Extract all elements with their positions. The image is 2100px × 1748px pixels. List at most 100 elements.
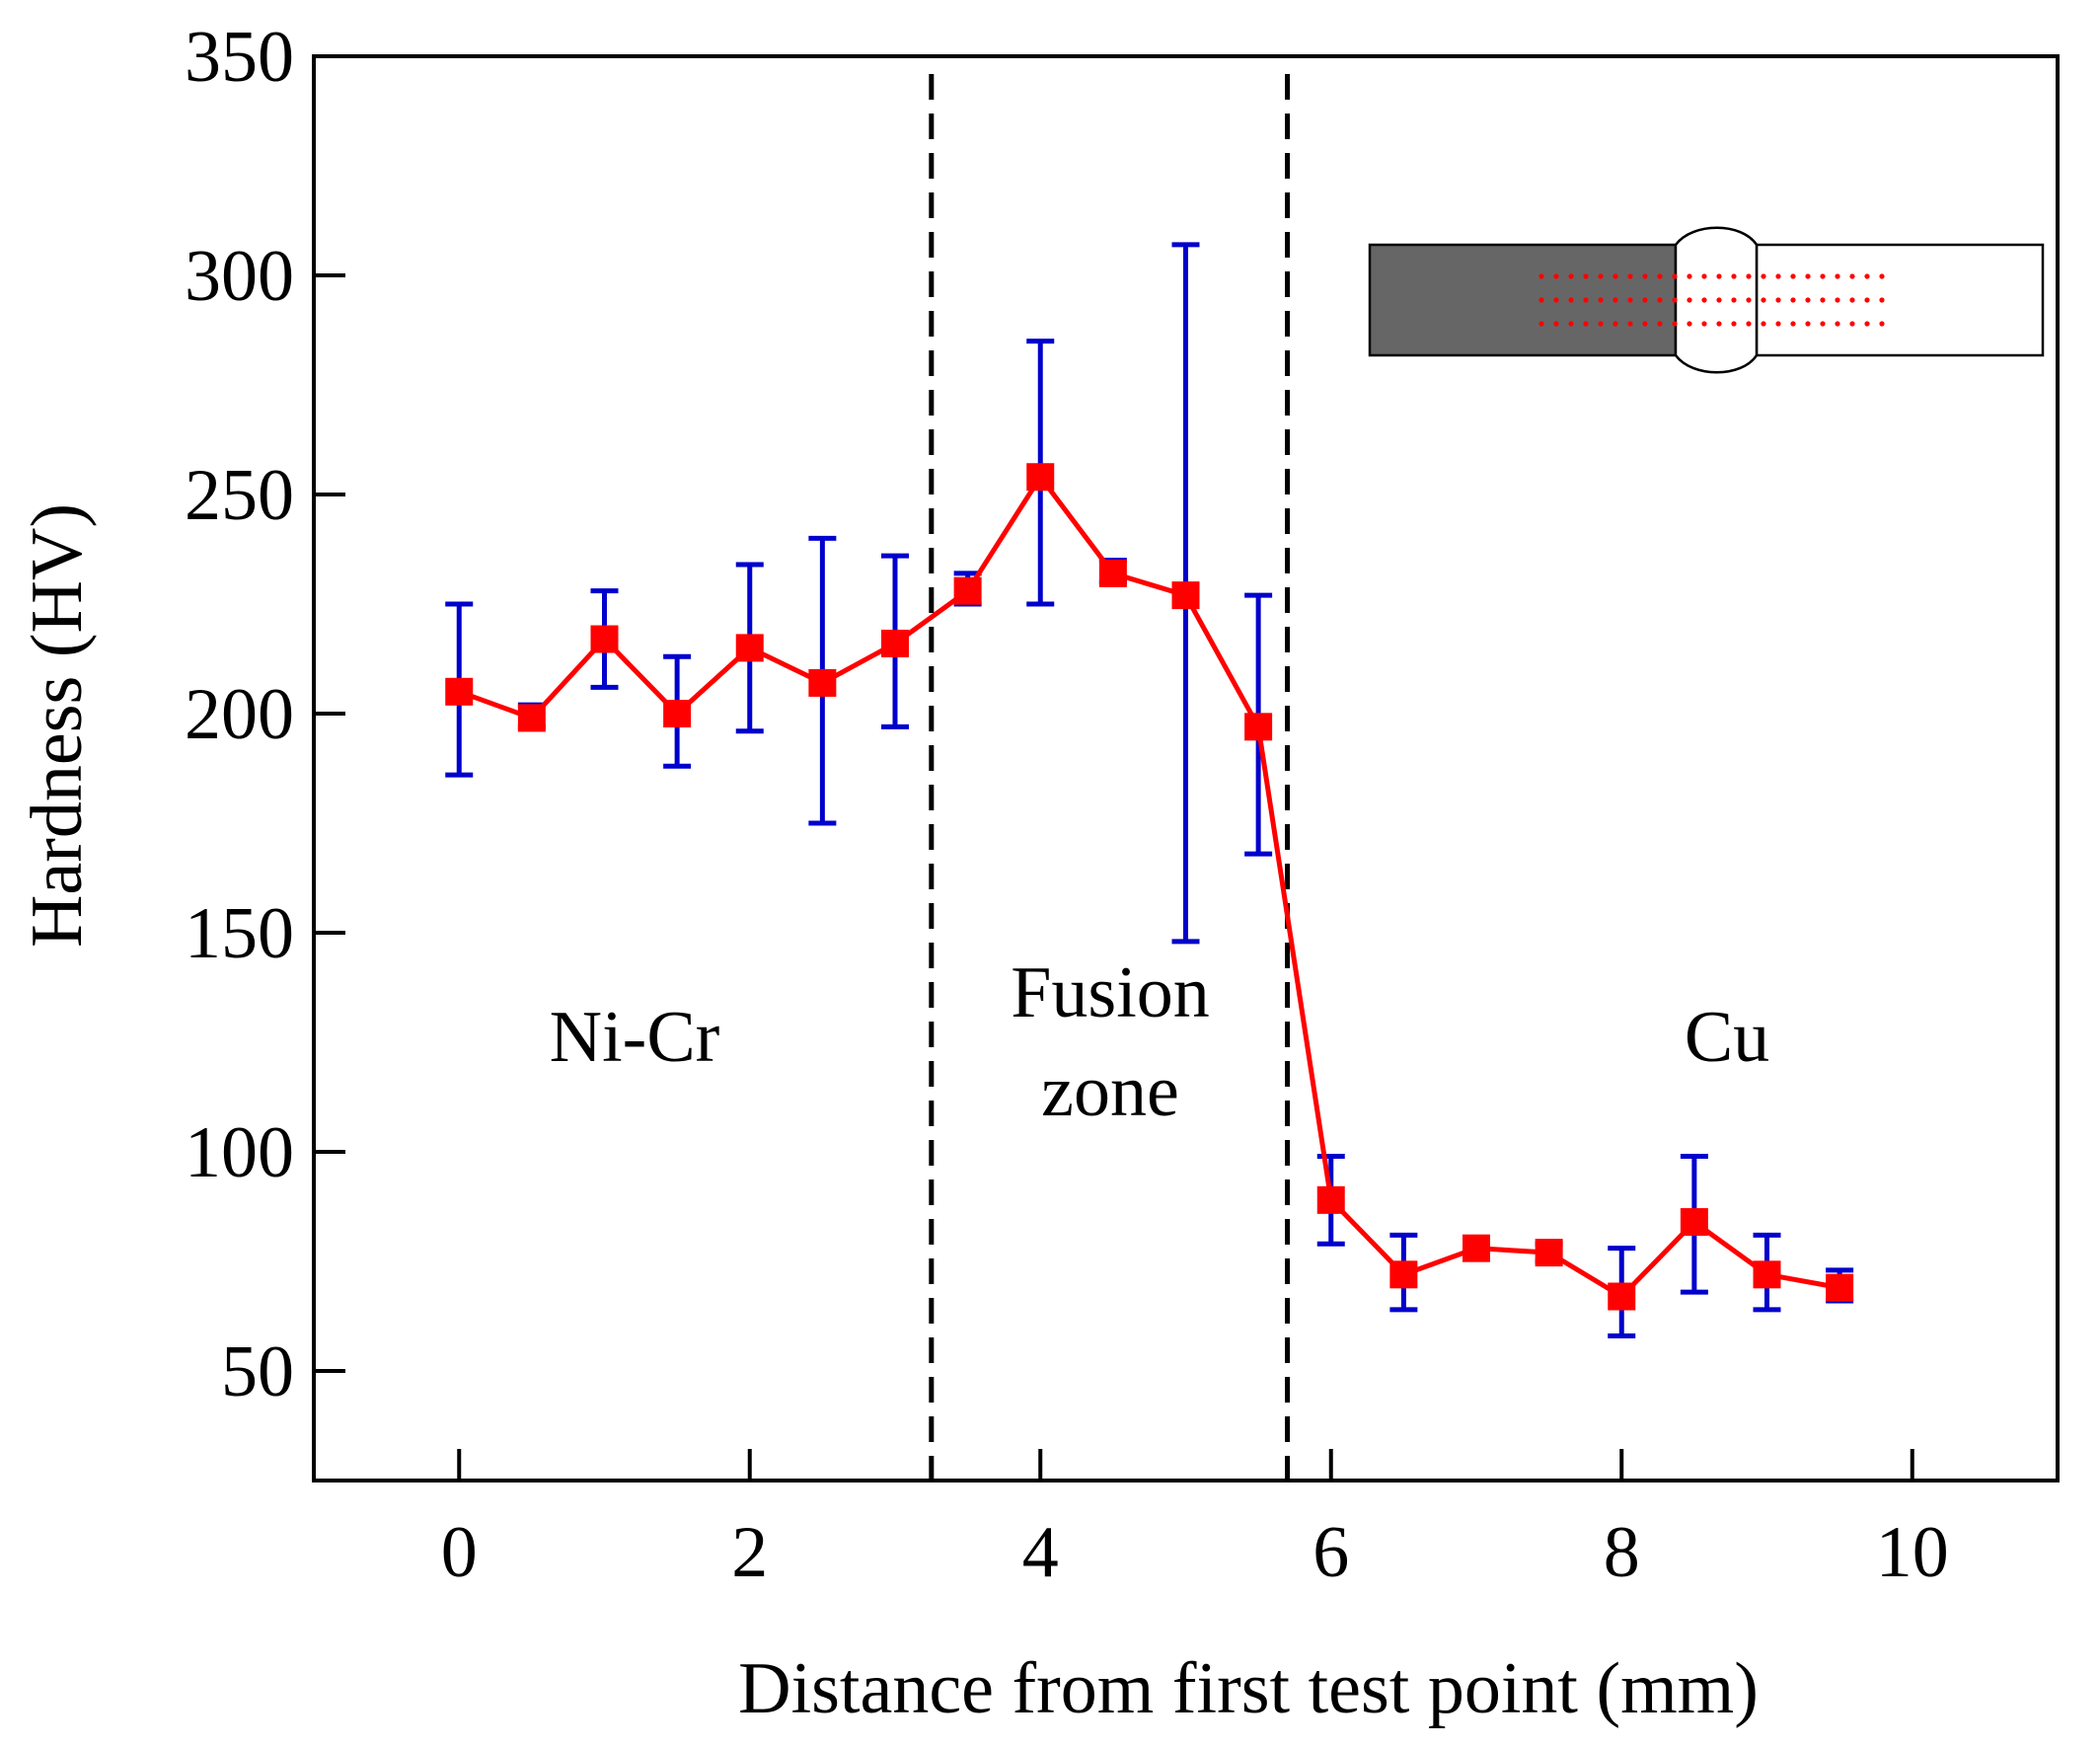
test-dot: [1835, 321, 1840, 327]
test-dot: [1612, 273, 1618, 279]
test-dot: [1701, 321, 1707, 327]
y-tick-label-1: 100: [185, 1112, 294, 1193]
x-tick-labels: 0 2 4 6 8 10: [441, 1512, 1949, 1593]
test-dot: [1627, 321, 1633, 327]
x-tick-label-4: 8: [1604, 1512, 1640, 1593]
data-point-7: [953, 576, 982, 605]
data-point-17: [1680, 1208, 1708, 1237]
test-dot: [1790, 297, 1796, 303]
data-point-15: [1535, 1239, 1563, 1267]
test-dot: [1805, 321, 1811, 327]
test-dot: [1701, 297, 1707, 303]
test-dot: [1805, 297, 1811, 303]
test-dot: [1627, 297, 1633, 303]
specimen-schematic: [1368, 226, 2045, 374]
test-dot: [1879, 273, 1885, 279]
test-dot: [1687, 273, 1692, 279]
test-dot: [1598, 321, 1604, 327]
test-dot: [1746, 273, 1752, 279]
specimen-nicr-bar: [1368, 243, 1678, 357]
test-dot: [1820, 321, 1826, 327]
test-dot: [1627, 273, 1633, 279]
specimen-fusion-nugget: [1674, 226, 1759, 374]
series-line: [458, 472, 1840, 1300]
y-tick-labels: 50 100 150 200 250 300 350: [185, 17, 294, 1412]
test-dot: [1568, 297, 1574, 303]
test-dot: [1746, 321, 1752, 327]
test-dot: [1746, 297, 1752, 303]
data-point-4: [735, 634, 764, 662]
test-dot: [1849, 297, 1855, 303]
test-point-dots: [1538, 273, 1885, 327]
test-dot: [1716, 297, 1722, 303]
x-tick-label-0: 0: [441, 1512, 478, 1593]
data-point-6: [881, 629, 909, 657]
test-dot: [1701, 273, 1707, 279]
test-dot: [1538, 273, 1544, 279]
test-dot: [1731, 297, 1737, 303]
y-tick-label-2: 150: [185, 893, 294, 974]
test-dot: [1805, 273, 1811, 279]
test-dot: [1598, 273, 1604, 279]
test-dot: [1672, 273, 1678, 279]
test-dot: [1538, 321, 1544, 327]
test-dot: [1864, 273, 1870, 279]
test-dot: [1642, 297, 1648, 303]
test-dot: [1835, 297, 1840, 303]
test-dot: [1568, 321, 1574, 327]
data-point-0: [445, 677, 474, 706]
data-point-12: [1316, 1185, 1345, 1214]
y-tick-label-5: 300: [185, 236, 294, 317]
x-tick-label-1: 2: [731, 1512, 768, 1593]
test-dot: [1849, 273, 1855, 279]
test-dot: [1583, 321, 1589, 327]
region-label-fusion-line1: Fusion: [1011, 952, 1210, 1033]
test-dot: [1864, 297, 1870, 303]
test-dot: [1879, 321, 1885, 327]
data-line: [458, 472, 1840, 1300]
region-label-cu: Cu: [1685, 997, 1769, 1078]
data-point-13: [1389, 1260, 1418, 1289]
axis-ticks: [314, 54, 1914, 1481]
region-label-nicr: Ni-Cr: [550, 997, 720, 1078]
test-dot: [1553, 297, 1559, 303]
test-dot: [1642, 273, 1648, 279]
test-dot: [1716, 273, 1722, 279]
plot-frame: [312, 54, 2060, 1482]
data-point-10: [1171, 581, 1200, 610]
data-point-19: [1826, 1273, 1854, 1302]
y-tick-label-0: 50: [221, 1331, 294, 1412]
test-dot: [1731, 273, 1737, 279]
test-dot: [1761, 321, 1766, 327]
test-dot: [1538, 297, 1544, 303]
test-dot: [1612, 297, 1618, 303]
test-dot: [1879, 297, 1885, 303]
y-tick-label-3: 200: [185, 674, 294, 755]
test-dot: [1775, 321, 1781, 327]
test-dot: [1820, 273, 1826, 279]
test-dot: [1835, 273, 1840, 279]
test-dot: [1849, 321, 1855, 327]
x-tick-label-3: 6: [1312, 1512, 1349, 1593]
x-tick-label-5: 10: [1876, 1512, 1949, 1593]
test-dot: [1583, 297, 1589, 303]
data-markers: [445, 463, 1854, 1311]
data-point-11: [1244, 713, 1273, 741]
test-dot: [1657, 297, 1663, 303]
data-point-2: [590, 625, 619, 653]
data-point-16: [1608, 1282, 1636, 1311]
test-dot: [1775, 273, 1781, 279]
test-dot: [1790, 321, 1796, 327]
test-dot: [1553, 321, 1559, 327]
test-dot: [1790, 273, 1796, 279]
test-dot: [1657, 321, 1663, 327]
y-tick-label-4: 250: [185, 455, 294, 536]
test-dot: [1657, 273, 1663, 279]
test-dot: [1598, 297, 1604, 303]
specimen-cu-bar: [1755, 243, 2045, 357]
test-dot: [1820, 297, 1826, 303]
region-label-fusion-line2: zone: [1041, 1051, 1179, 1132]
data-point-14: [1462, 1234, 1490, 1262]
error-bars: [445, 242, 1854, 1338]
